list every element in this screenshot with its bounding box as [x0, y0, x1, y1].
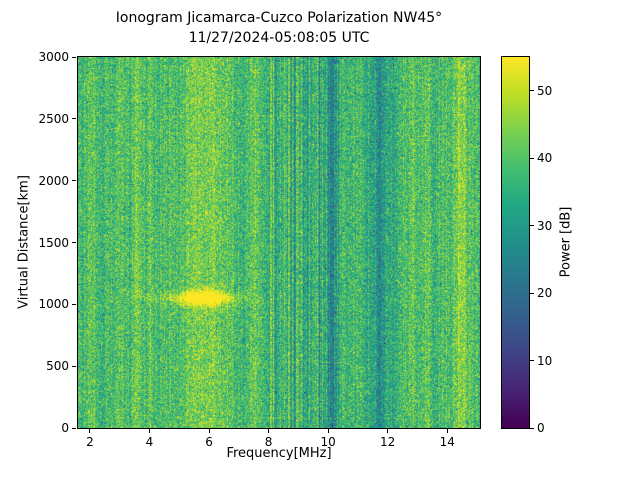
y-tick-label: 0	[61, 421, 69, 435]
plot-area	[77, 56, 481, 429]
colorbar-tick-mark	[530, 360, 534, 362]
x-tick-mark	[148, 429, 150, 433]
x-tick-mark	[446, 429, 448, 433]
y-axis-label: Virtual Distance[km]	[16, 175, 32, 309]
colorbar-tick-mark	[530, 427, 534, 429]
y-tick-mark	[72, 427, 76, 429]
y-tick-label: 2000	[38, 173, 69, 188]
y-tick-label: 1500	[38, 235, 69, 250]
colorbar-tick-mark	[530, 90, 534, 92]
x-tick-mark	[327, 429, 329, 433]
y-tick-mark	[72, 56, 76, 58]
y-tick-mark	[72, 118, 76, 120]
chart-title: Ionogram Jicamarca-Cuzco Polarization NW…	[115, 10, 443, 26]
title-block: Ionogram Jicamarca-Cuzco Polarization NW…	[78, 8, 480, 48]
x-tick-mark	[89, 429, 91, 433]
y-tick-mark	[72, 242, 76, 243]
y-tick-label: 3000	[38, 50, 69, 64]
colorbar-tick-label: 0	[537, 421, 545, 435]
y-tick-label: 2500	[38, 111, 69, 126]
heatmap-canvas	[78, 57, 480, 428]
colorbar-tick-mark	[530, 292, 534, 294]
chart-subtitle: 11/27/2024-05:08:05 UTC	[188, 30, 370, 46]
colorbar-tick-mark	[530, 157, 534, 159]
y-tick-label: 500	[46, 359, 69, 374]
y-tick-mark	[72, 180, 76, 182]
colorbar-tick-label: 20	[537, 286, 553, 301]
x-tick-mark	[208, 429, 210, 433]
y-tick-mark	[72, 303, 76, 305]
colorbar-label: Power [dB]	[558, 206, 574, 278]
y-tick-mark	[72, 365, 76, 367]
colorbar-tick-label: 10	[537, 353, 553, 368]
x-tick-mark	[387, 429, 389, 433]
colorbar	[501, 56, 530, 429]
colorbar-tick-label: 30	[537, 218, 553, 233]
colorbar-tick-label: 50	[537, 83, 553, 98]
colorbar-tick-mark	[530, 225, 534, 227]
x-tick-mark	[268, 429, 270, 433]
colorbar-canvas	[502, 57, 529, 428]
colorbar-tick-label: 40	[537, 151, 553, 166]
y-tick-label: 1000	[38, 297, 69, 312]
x-axis-label: Frequency[MHz]	[226, 446, 332, 461]
